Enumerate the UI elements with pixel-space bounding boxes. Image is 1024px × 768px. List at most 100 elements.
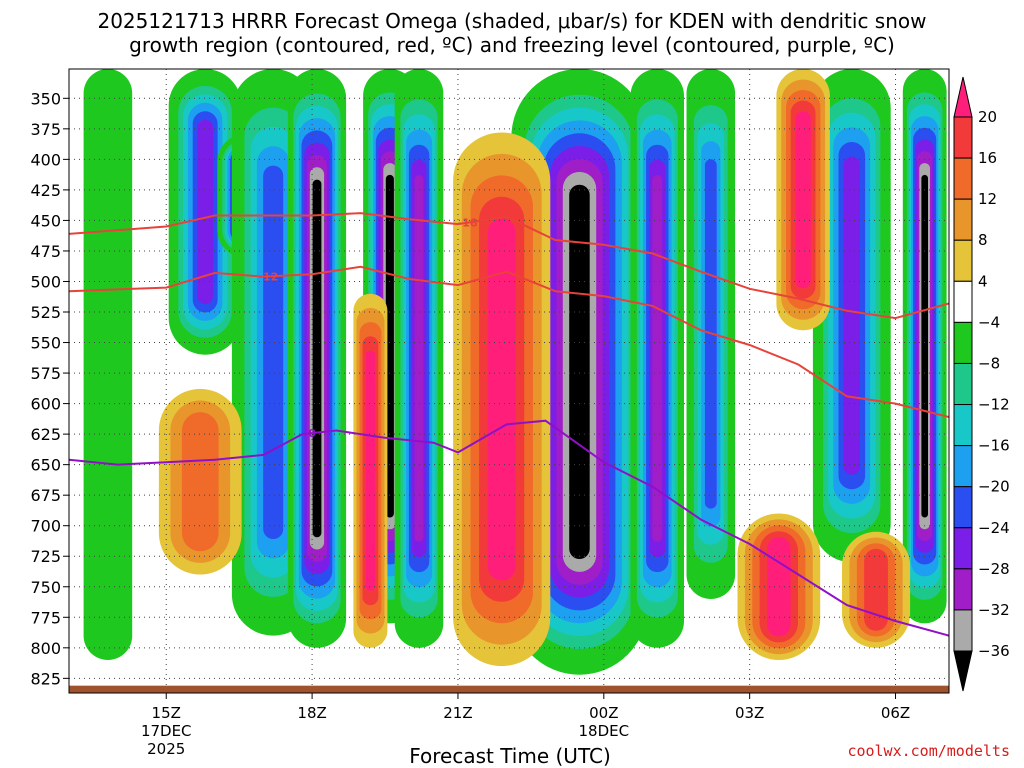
- colorbar: 20 16 12 8 4 −4 −8 −12 −16 −20 −24 −28 −32 −36: [953, 76, 1010, 692]
- colorbar-label-4: 4: [978, 272, 988, 290]
- omega-band-5-9: [385, 174, 394, 518]
- x-tick-label-5: 06Z: [881, 704, 910, 722]
- omega-band-3-5: [263, 165, 284, 539]
- x-tick-label-3: 00Z: [589, 704, 618, 722]
- x-tick-label-4: 03Z: [735, 704, 764, 722]
- colorbar-bottom-arrow: [953, 650, 973, 692]
- colorbar-segment-13: [953, 609, 973, 652]
- contour-dgz-top: [69, 212, 949, 320]
- colorbar-label-1: 16: [978, 149, 997, 167]
- y-tick-label-12: 650: [30, 456, 61, 475]
- omega-band-10-6: [843, 156, 860, 475]
- omega-column-8: [630, 69, 684, 648]
- y-tick-label-8: 550: [30, 334, 61, 353]
- colorbar-segment-2: [953, 157, 973, 200]
- omega-band-12-4: [365, 350, 376, 591]
- colorbar-segment-11: [953, 527, 973, 570]
- colorbar-label-2: 12: [978, 190, 997, 208]
- colorbar-label-9: −20: [978, 478, 1010, 496]
- y-tick-label-16: 750: [30, 578, 61, 597]
- x-tick-label-1: 18Z: [297, 704, 326, 722]
- omega-column-10: [812, 69, 891, 563]
- colorbar-segment-8: [953, 404, 973, 447]
- omega-band-4-9: [312, 179, 322, 538]
- contour-freezing-level: [69, 419, 949, 637]
- colorbar-segment-4: [953, 239, 973, 282]
- credit-text: coolwx.com/modelts: [847, 742, 1010, 760]
- y-tick-label-15: 725: [30, 547, 61, 566]
- y-tick-label-0: 350: [30, 89, 61, 108]
- y-tick-label-17: 775: [30, 608, 61, 627]
- colorbar-label-13: −36: [978, 642, 1010, 660]
- grid-lines: [69, 69, 949, 693]
- y-tick-label-1: 375: [30, 120, 61, 139]
- x-axis-label: Forecast Time (UTC): [409, 744, 611, 768]
- omega-band-11-9: [921, 174, 928, 518]
- y-tick-label-14: 700: [30, 517, 61, 536]
- y-tick-label-5: 475: [30, 242, 61, 261]
- contour-lines: -18 -12 0: [69, 212, 949, 637]
- omega-band-0-1: [92, 120, 123, 609]
- contour-label-freezing-level: 0: [308, 427, 316, 440]
- omega-column-6: [394, 69, 444, 648]
- colorbar-label-0: 20: [978, 108, 997, 126]
- omega-band-1-6: [197, 119, 213, 304]
- y-tick-label-2: 400: [30, 150, 61, 169]
- omega-band-15-4: [767, 537, 791, 637]
- colorbar-label-6: −8: [978, 354, 1000, 372]
- colorbar-label-11: −28: [978, 560, 1010, 578]
- y-tick-label-18: 800: [30, 639, 61, 658]
- omega-band-13-4: [487, 218, 516, 581]
- omega-band-14-2: [181, 412, 219, 552]
- y-tick-label-3: 425: [30, 181, 61, 200]
- colorbar-segment-5: [953, 280, 973, 323]
- plot-area: -18 -12 0: [69, 69, 949, 693]
- omega-column-17: [776, 69, 830, 331]
- omega-column-16: [842, 531, 911, 648]
- omega-band-17-4: [795, 111, 811, 289]
- plot-frame: [68, 68, 950, 694]
- y-tick-label-11: 625: [30, 425, 61, 444]
- ground-bar: [69, 685, 949, 693]
- colorbar-segment-7: [953, 362, 973, 406]
- omega-column-12: [353, 293, 388, 648]
- x-tick-date-0: 17DEC: [141, 722, 192, 740]
- x-tick-label-2: 21Z: [443, 704, 472, 722]
- colorbar-label-5: −4: [978, 313, 1000, 331]
- omega-column-14: [158, 388, 242, 575]
- y-axis: 350 375 400 425 450 475 500 525 550 575 600 625 650 6…: [30, 89, 69, 688]
- omega-band-16-3: [864, 548, 888, 631]
- colorbar-label-10: −24: [978, 519, 1010, 537]
- chart-title-line-2: growth region (contoured, red, ºC) and f…: [129, 33, 895, 57]
- y-tick-label-13: 675: [30, 486, 61, 505]
- colorbar-label-12: −32: [978, 601, 1010, 619]
- colorbar-segment-10: [953, 486, 973, 529]
- chart-title-line-1: 2025121713 HRRR Forecast Omega (shaded, …: [97, 9, 926, 33]
- x-tick-date-3: 18DEC: [579, 722, 630, 740]
- colorbar-label-8: −16: [978, 437, 1010, 455]
- colorbar-top-arrow: [953, 76, 973, 118]
- colorbar-segment-12: [953, 568, 973, 611]
- omega-column-0: [83, 69, 133, 660]
- colorbar-segment-9: [953, 445, 973, 488]
- omega-column-11: [902, 69, 947, 624]
- y-tick-label-7: 525: [30, 303, 61, 322]
- omega-column-1: [168, 69, 242, 355]
- contour-label-dgz-top: -18: [458, 217, 478, 230]
- x-tick-label-0: 15Z: [152, 704, 181, 722]
- y-tick-label-6: 500: [30, 272, 61, 291]
- omega-column-13: [453, 132, 551, 667]
- contour-dgz-bottom: [69, 265, 949, 418]
- y-tick-label-4: 450: [30, 211, 61, 230]
- colorbar-segment-3: [953, 198, 973, 241]
- colorbar-segment-1: [953, 116, 973, 159]
- contour-label-dgz-bottom: -12: [258, 270, 278, 283]
- colorbar-segment-6: [953, 321, 973, 364]
- y-tick-label-19: 825: [30, 669, 61, 688]
- colorbar-label-3: 8: [978, 231, 988, 249]
- omega-band-6-7: [414, 175, 424, 542]
- y-tick-label-9: 575: [30, 364, 61, 383]
- x-tick-year-0: 2025: [147, 740, 185, 758]
